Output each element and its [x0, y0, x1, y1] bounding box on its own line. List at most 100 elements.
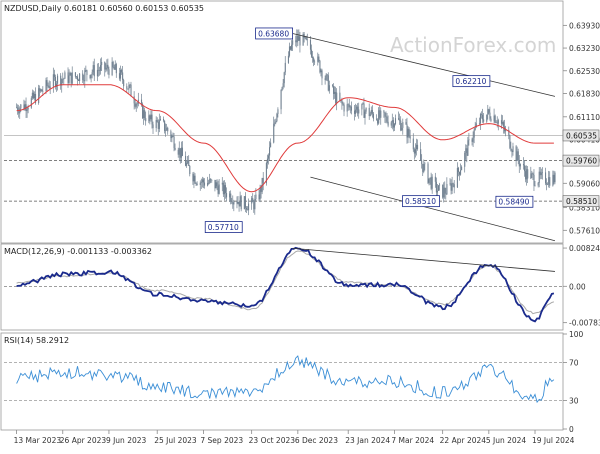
candle-body [31, 92, 33, 99]
candle-body [16, 107, 18, 109]
candle-body [85, 70, 87, 71]
candle-body [391, 120, 393, 123]
candle-body [177, 149, 179, 155]
candle-body [200, 182, 202, 183]
candle-body [445, 193, 447, 195]
candle-body [541, 172, 543, 174]
candle-body [503, 122, 505, 127]
candle-body [92, 65, 94, 73]
candle-body [415, 144, 418, 150]
rsi-panel-frame [0, 332, 564, 431]
candle-body [30, 98, 32, 108]
candle-body [406, 124, 408, 138]
candle-body [27, 107, 29, 110]
candle-body [288, 46, 291, 56]
candle-body [400, 120, 402, 131]
candle-body [324, 78, 326, 80]
candle-body [422, 163, 424, 172]
candle-body [89, 75, 91, 79]
candle-body [341, 100, 343, 104]
candle-body [114, 64, 116, 70]
candle-body [412, 138, 414, 150]
candle-body [238, 202, 240, 207]
candle-body [456, 167, 458, 188]
candle-body [429, 177, 431, 179]
price-annotation-label: 0.58510 [405, 197, 436, 206]
candle-body [57, 75, 59, 84]
price-layer: 0.639300.632300.625300.618300.611100.604… [4, 21, 600, 242]
candle-body [163, 118, 165, 121]
candle-body [451, 183, 453, 191]
x-tick-label: 22 Apr 2024 [440, 436, 487, 445]
price-ytick-label: 0.61830 [569, 89, 600, 98]
candle-body [530, 173, 532, 179]
candle-body [472, 137, 474, 142]
candle-body [518, 160, 520, 167]
candle-body [209, 178, 211, 183]
candle-body [348, 104, 350, 108]
candle-body [533, 174, 535, 186]
candle-body [67, 72, 69, 83]
candle-body [327, 75, 329, 91]
candle-body [97, 69, 100, 71]
candle-body [297, 35, 299, 41]
candle-body [328, 85, 330, 91]
candle-body [93, 65, 95, 77]
candle-body [203, 182, 206, 186]
candle-body [148, 115, 150, 122]
candle-body [157, 122, 159, 129]
candle-body [34, 93, 37, 104]
candle-body [488, 109, 490, 113]
candle-body [465, 148, 467, 153]
candle-body [231, 201, 233, 203]
candle-body [71, 72, 73, 84]
candle-body [172, 136, 174, 137]
last-price-box [562, 129, 600, 142]
candle-body [171, 136, 173, 139]
candle-body [526, 169, 528, 180]
candle-body [487, 109, 489, 115]
candle-body [379, 110, 381, 118]
price-annotation-label: 0.58490 [498, 198, 529, 207]
candle-body [282, 83, 284, 88]
candle-body [270, 142, 272, 148]
candle-body [224, 185, 227, 194]
candle-body [546, 183, 548, 185]
candle-body [538, 171, 540, 183]
candle-body [347, 104, 349, 105]
candle-body [457, 167, 460, 172]
candle-body [357, 106, 359, 114]
candle-body [490, 118, 492, 122]
candle-body [449, 183, 451, 185]
candle-body [253, 202, 255, 210]
candle-body [443, 187, 445, 198]
candle-body [377, 119, 379, 124]
candle-body [199, 182, 201, 186]
candle-body [275, 121, 277, 123]
candle-body [267, 155, 270, 159]
candle-body [262, 177, 264, 184]
candle-body [215, 182, 217, 189]
candle-body [407, 128, 409, 138]
price-annotation-box [255, 27, 293, 40]
candle-body [91, 72, 93, 75]
candle-body [143, 110, 145, 118]
candle-body [515, 146, 517, 161]
candle-body [189, 165, 191, 175]
candle-body [62, 78, 64, 80]
candle-body [192, 174, 194, 182]
candle-body [134, 103, 136, 107]
candle-body [145, 118, 147, 122]
rsi-layer: 100 70 30 0 [4, 330, 584, 434]
candle-body [150, 114, 152, 120]
candle-body [343, 104, 345, 112]
candle-body [350, 106, 352, 111]
candle-body [107, 64, 109, 70]
candle-body [54, 76, 57, 87]
candle-body [156, 120, 158, 123]
candle-body [115, 64, 117, 74]
candle-body [83, 80, 85, 82]
candle-body [90, 74, 92, 79]
candle-body [369, 113, 371, 117]
candle-body [273, 123, 275, 143]
